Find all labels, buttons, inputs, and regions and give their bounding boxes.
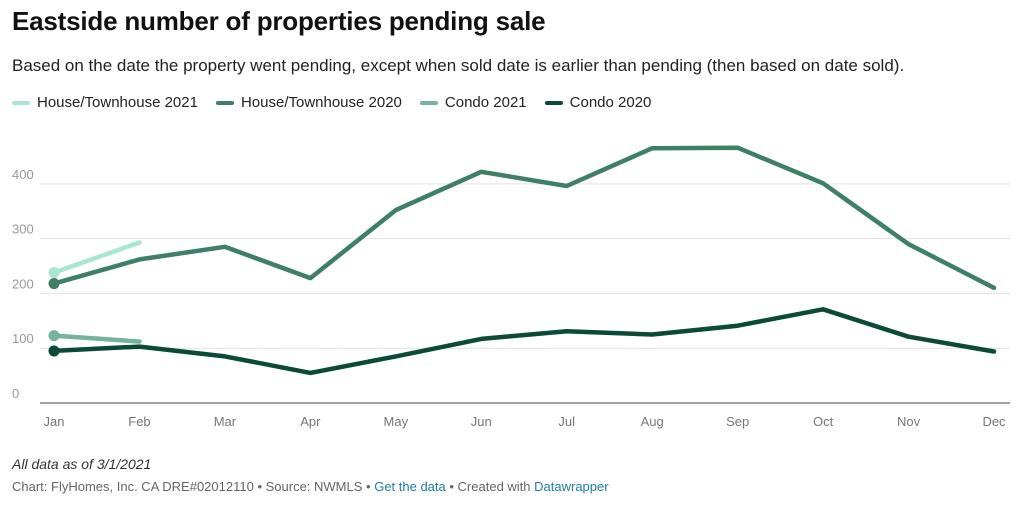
footer-credit: Chart: FlyHomes, Inc. CA DRE#02012110: [12, 479, 254, 494]
legend-swatch: [215, 100, 234, 105]
series-start-point: [48, 278, 60, 290]
x-tick-label: Feb: [128, 414, 150, 429]
x-tick-label: Oct: [813, 414, 834, 429]
line-chart: 0 100 200 300 400 Jan Feb Mar Apr May Jun Jul Aug Sep…: [12, 145, 1010, 429]
chart-legend: House/Townhouse 2021 House/Townhouse 202…: [12, 94, 669, 111]
legend-swatch: [544, 100, 563, 105]
datawrapper-link[interactable]: Datawrapper: [534, 479, 609, 494]
footer-source: Source: NWMLS: [265, 479, 363, 494]
footer-created-with: Created with: [457, 479, 535, 494]
x-tick-label: Jan: [44, 414, 65, 429]
legend-label: Condo 2020: [569, 94, 652, 111]
data-note: All data as of 3/1/2021: [12, 456, 152, 472]
series-start-point: [48, 345, 60, 357]
series-line: [51, 240, 142, 275]
series-start-point: [48, 330, 60, 342]
y-tick-label: 100: [12, 331, 34, 346]
x-tick-label: Aug: [641, 414, 664, 429]
x-tick-label: Dec: [982, 414, 1006, 429]
x-tick-label: Jun: [471, 414, 492, 429]
chart-subtitle: Based on the date the property went pend…: [12, 56, 905, 75]
legend-label: Condo 2021: [444, 94, 527, 111]
legend-swatch: [12, 100, 30, 105]
series-line: [51, 333, 142, 344]
legend-item: Condo 2021: [419, 94, 527, 111]
legend-swatch: [419, 100, 438, 105]
x-tick-label: Apr: [300, 414, 321, 429]
x-tick-label: May: [384, 414, 409, 429]
legend-item: House/Townhouse 2021: [12, 94, 198, 111]
y-tick-label: 200: [12, 276, 34, 291]
footer-separator: •: [445, 479, 458, 494]
x-tick-label: Mar: [214, 414, 237, 429]
series-line: [51, 145, 997, 291]
y-tick-label: 400: [12, 167, 34, 182]
x-tick-label: Jul: [558, 414, 575, 429]
y-tick-label: 300: [12, 222, 34, 237]
series-start-point: [48, 267, 60, 279]
x-tick-label: Nov: [897, 414, 921, 429]
chart-footer: Chart: FlyHomes, Inc. CA DRE#02012110 • …: [12, 479, 609, 494]
chart-title: Eastside number of properties pending sa…: [12, 6, 546, 36]
y-tick-label: 0: [12, 386, 19, 401]
legend-item: House/Townhouse 2020: [215, 94, 402, 111]
x-tick-label: Sep: [726, 414, 749, 429]
series-line: [51, 307, 997, 376]
legend-label: House/Townhouse 2021: [37, 94, 198, 111]
legend-label: House/Townhouse 2020: [240, 94, 402, 111]
footer-separator: •: [253, 479, 266, 494]
legend-item: Condo 2020: [544, 94, 652, 111]
get-the-data-link[interactable]: Get the data: [374, 479, 446, 494]
footer-separator: •: [362, 479, 375, 494]
